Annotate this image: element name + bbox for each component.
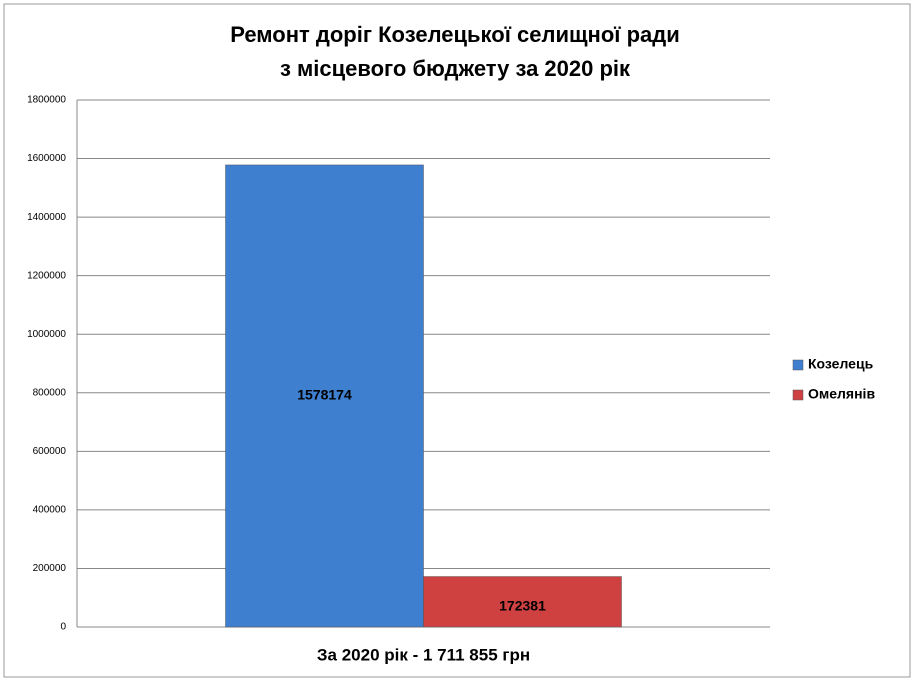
y-tick-label: 1600000 [27,153,66,164]
chart-border [3,3,911,678]
legend-swatch [792,359,804,371]
data-label: 172381 [499,597,546,613]
y-tick-label: 0 [60,622,66,633]
bar [423,576,622,628]
legend-label: Козелець [808,356,874,372]
legend-swatch [792,389,804,401]
y-tick-label: 1800000 [27,95,66,106]
y-tick-label: 600000 [33,446,67,457]
data-label: 1578174 [297,387,352,403]
y-tick-label: 400000 [33,505,67,516]
y-tick-label: 200000 [33,563,67,574]
y-tick-label: 1400000 [27,212,66,223]
chart-title: Ремонт доріг Козелецької селищної ради [230,22,680,47]
y-tick-label: 800000 [33,387,67,398]
bar [225,164,424,628]
legend-label: Омелянів [808,386,875,402]
x-tick-label: За 2020 рік - 1 711 855 грн [317,645,530,664]
y-tick-label: 1200000 [27,270,66,281]
y-tick-label: 1000000 [27,329,66,340]
chart-title: з місцевого бюджету за 2020 рік [280,56,631,81]
